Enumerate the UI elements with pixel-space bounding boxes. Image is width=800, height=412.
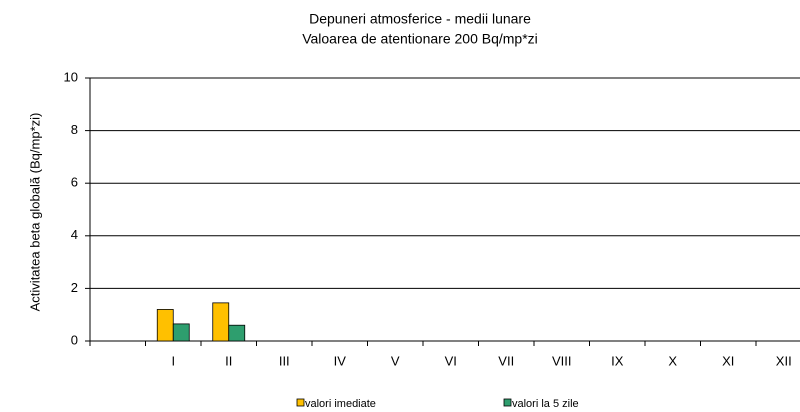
bar (156, 309, 174, 342)
legend-swatch (503, 398, 512, 407)
x-tick-label: II (225, 353, 232, 368)
bar (172, 323, 190, 342)
bar (212, 302, 230, 342)
y-tick-label: 6 (71, 175, 78, 190)
chart-title: Depuneri atmosferice - medii lunare (309, 11, 531, 27)
y-tick-label: 8 (71, 122, 78, 137)
x-tick-label: I (171, 353, 175, 368)
x-tick-label: VI (445, 353, 457, 368)
x-tick-label: XII (776, 353, 792, 368)
legend-label: valori la 5 zile (512, 398, 579, 410)
x-tick-label: X (668, 353, 677, 368)
legend-label: valori imediate (305, 398, 376, 410)
x-tick-label: VIII (552, 353, 572, 368)
x-tick-label: V (391, 353, 400, 368)
x-tick-label: III (279, 353, 290, 368)
y-tick-label: 0 (71, 332, 78, 347)
legend-swatch (296, 398, 305, 407)
x-tick-label: VII (498, 353, 514, 368)
y-tick-label: 2 (71, 280, 78, 295)
bar (228, 324, 246, 342)
y-tick-label: 4 (71, 227, 78, 242)
x-tick-label: IX (611, 353, 624, 368)
y-axis-label: Activitatea beta globală (Bq/mp*zi) (27, 113, 42, 312)
x-tick-label: XI (722, 353, 734, 368)
chart-subtitle: Valoarea de atentionare 200 Bq/mp*zi (302, 31, 538, 47)
x-tick-label: IV (334, 353, 347, 368)
y-tick-label: 10 (64, 69, 78, 84)
